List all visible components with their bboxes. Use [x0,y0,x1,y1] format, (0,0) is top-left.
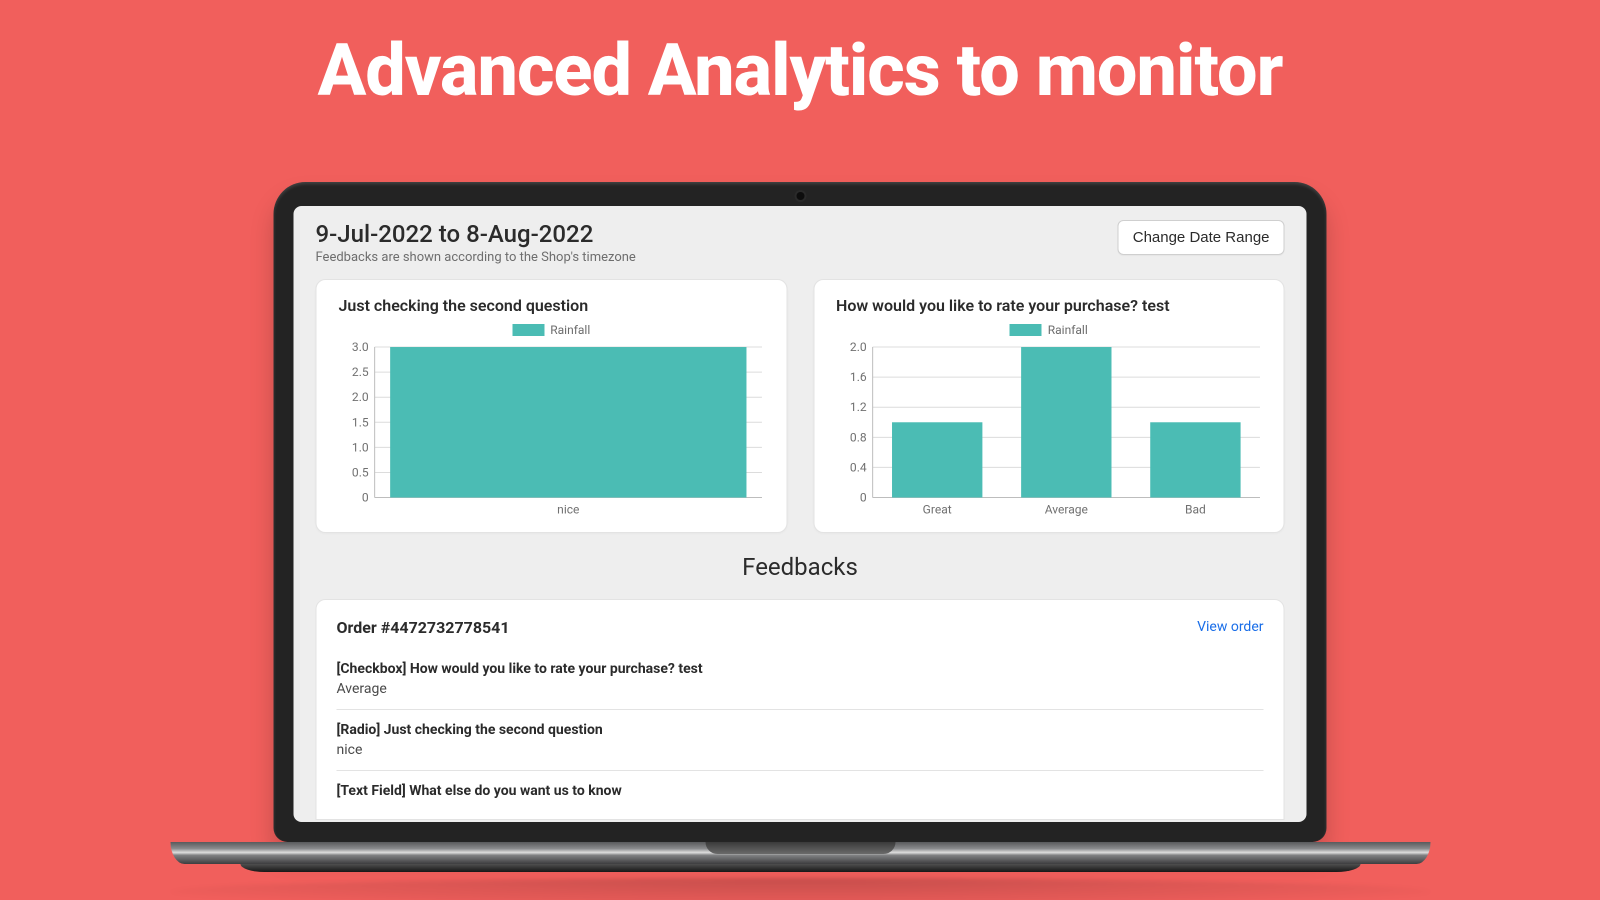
date-range-subtitle: Feedbacks are shown according to the Sho… [316,250,636,265]
analytics-app: 9-Jul-2022 to 8-Aug-2022 Feedbacks are s… [294,206,1307,822]
legend-swatch-icon [1010,324,1042,336]
svg-text:1.2: 1.2 [849,400,866,414]
view-order-link[interactable]: View order [1197,619,1263,635]
order-row: Order #4472732778541 View order [337,618,1264,637]
feedback-question: [Text Field] What else do you want us to… [337,783,1264,799]
svg-text:2.0: 2.0 [352,390,369,404]
feedback-item: [Checkbox] How would you like to rate yo… [337,657,1264,710]
legend-label: Rainfall [1048,323,1088,337]
feedback-answer: nice [337,742,1264,758]
svg-text:1.6: 1.6 [849,370,866,384]
date-range-block: 9-Jul-2022 to 8-Aug-2022 Feedbacks are s… [316,220,636,265]
svg-text:0: 0 [859,491,866,505]
laptop-base [171,842,1431,900]
svg-text:Bad: Bad [1184,503,1205,517]
feedback-question: [Radio] Just checking the second questio… [337,722,1264,738]
chart-legend: Rainfall [828,323,1270,337]
svg-text:nice: nice [557,503,579,517]
hero-title: Advanced Analytics to monitor [318,28,1283,113]
laptop-hinge [171,842,1431,864]
laptop-lid: 9-Jul-2022 to 8-Aug-2022 Feedbacks are s… [274,182,1327,842]
change-date-range-button[interactable]: Change Date Range [1118,220,1285,255]
svg-text:2.0: 2.0 [849,341,866,354]
svg-text:0: 0 [362,491,369,505]
bar [390,347,746,498]
feedback-item: [Radio] Just checking the second questio… [337,718,1264,771]
laptop-foot [241,864,1361,872]
hero: Advanced Analytics to monitor 9-Jul-2022… [0,0,1600,900]
laptop-screen: 9-Jul-2022 to 8-Aug-2022 Feedbacks are s… [294,206,1307,822]
svg-text:2.5: 2.5 [352,365,369,379]
feedback-items: [Checkbox] How would you like to rate yo… [337,657,1264,811]
bar-chart-svg: 0 0.5 1.0 1.5 2.0 2.5 3.0 nice [331,341,773,522]
svg-text:Average: Average [1044,503,1087,517]
laptop-reflection [171,878,1431,900]
svg-text:0.8: 0.8 [849,430,866,444]
svg-text:0.5: 0.5 [352,465,369,479]
order-title: Order #4472732778541 [337,618,510,637]
feedback-item: [Text Field] What else do you want us to… [337,779,1264,811]
feedback-answer: Average [337,681,1264,697]
legend-label: Rainfall [550,323,590,337]
legend-swatch-icon [512,324,544,336]
bar [1021,347,1111,498]
svg-text:0.4: 0.4 [849,460,866,474]
camera-icon [796,192,804,200]
svg-text:1.5: 1.5 [352,415,369,429]
laptop-mockup: 9-Jul-2022 to 8-Aug-2022 Feedbacks are s… [274,182,1327,900]
feedback-card: Order #4472732778541 View order [Checkbo… [316,599,1285,820]
bar [892,422,982,497]
app-header: 9-Jul-2022 to 8-Aug-2022 Feedbacks are s… [294,206,1307,279]
feedbacks-heading: Feedbacks [294,553,1307,581]
chart-card: How would you like to rate your purchase… [813,279,1285,533]
svg-text:3.0: 3.0 [352,341,369,354]
feedback-question: [Checkbox] How would you like to rate yo… [337,661,1264,677]
date-range: 9-Jul-2022 to 8-Aug-2022 [316,220,636,248]
bar [1150,422,1240,497]
bar-chart-svg: 0 0.4 0.8 1.2 1.6 2.0 Great Average Bad [828,341,1270,522]
charts-row: Just checking the second question Rainfal… [294,279,1307,533]
chart-legend: Rainfall [331,323,773,337]
chart-title: How would you like to rate your purchase… [828,296,1270,315]
chart-card: Just checking the second question Rainfal… [316,279,788,533]
chart-title: Just checking the second question [331,296,773,315]
laptop-notch [706,842,896,854]
svg-text:Great: Great [922,503,951,517]
svg-text:1.0: 1.0 [352,440,369,454]
